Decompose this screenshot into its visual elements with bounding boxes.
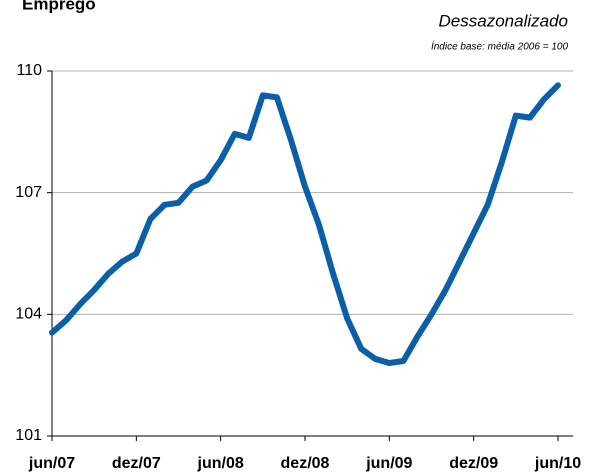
x-tick-label: dez/09 xyxy=(449,455,498,472)
chart-title: Emprego xyxy=(22,0,96,13)
chart-subtitle: Dessazonalizado xyxy=(439,11,568,30)
x-tick-label: dez/08 xyxy=(281,455,330,472)
x-tick-label: jun/08 xyxy=(197,455,244,472)
x-tick-label: jun/10 xyxy=(534,455,581,472)
line-series xyxy=(49,82,561,366)
x-tick-label: dez/07 xyxy=(112,455,161,472)
y-tick-label: 110 xyxy=(16,62,42,79)
chart-note: Índice base: média 2006 = 100 xyxy=(431,40,568,53)
y-tick-label: 104 xyxy=(15,306,42,323)
x-tick-label: jun/07 xyxy=(28,455,75,472)
y-tick-label: 101 xyxy=(15,427,42,444)
y-tick-label: 107 xyxy=(15,184,42,201)
x-tick-label: jun/09 xyxy=(365,455,412,472)
